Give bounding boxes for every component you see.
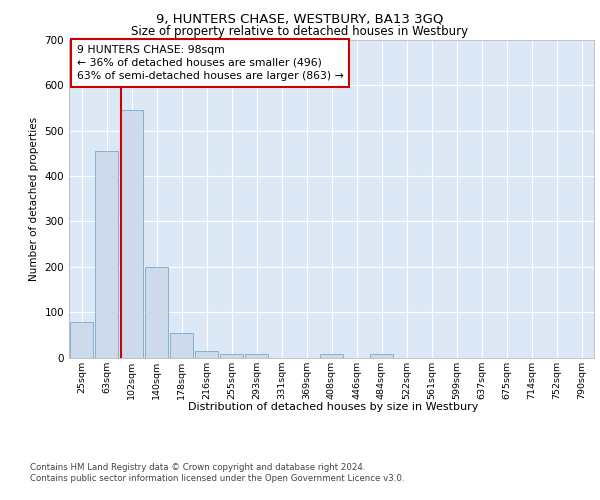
- Y-axis label: Number of detached properties: Number of detached properties: [29, 116, 39, 281]
- Text: Contains HM Land Registry data © Crown copyright and database right 2024.: Contains HM Land Registry data © Crown c…: [30, 462, 365, 471]
- Bar: [170, 332, 193, 357]
- Bar: [220, 354, 243, 358]
- Bar: [320, 354, 343, 358]
- Bar: [120, 110, 143, 358]
- Text: 9 HUNTERS CHASE: 98sqm
← 36% of detached houses are smaller (496)
63% of semi-de: 9 HUNTERS CHASE: 98sqm ← 36% of detached…: [77, 45, 344, 81]
- Bar: [245, 354, 268, 358]
- Text: 9, HUNTERS CHASE, WESTBURY, BA13 3GQ: 9, HUNTERS CHASE, WESTBURY, BA13 3GQ: [157, 12, 443, 26]
- Bar: [95, 151, 118, 358]
- Bar: [370, 354, 393, 358]
- Text: Size of property relative to detached houses in Westbury: Size of property relative to detached ho…: [131, 25, 469, 38]
- Bar: [145, 267, 168, 358]
- Bar: [195, 350, 218, 358]
- Bar: [70, 322, 93, 358]
- Text: Contains public sector information licensed under the Open Government Licence v3: Contains public sector information licen…: [30, 474, 404, 483]
- Text: Distribution of detached houses by size in Westbury: Distribution of detached houses by size …: [188, 402, 478, 412]
